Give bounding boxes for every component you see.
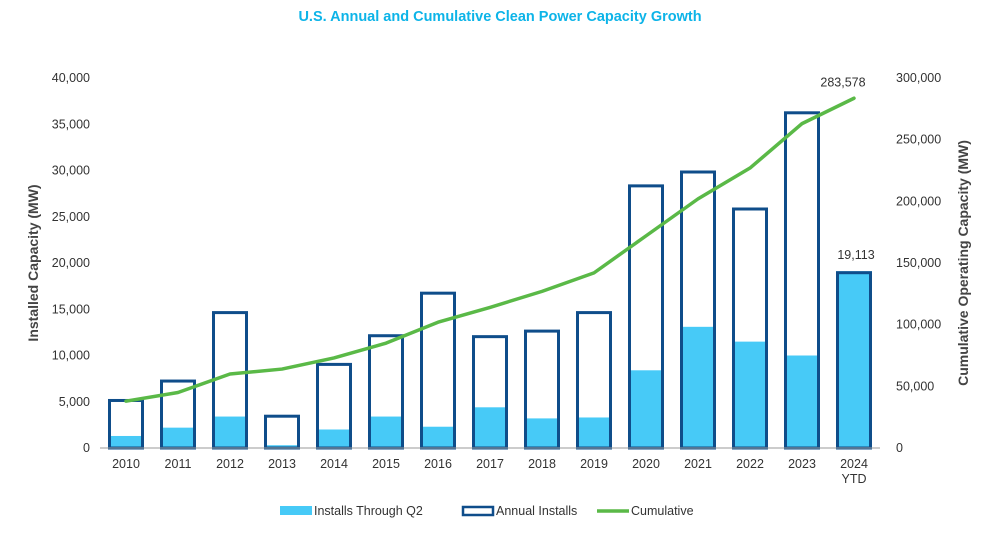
x-tick-label: 2017 [476, 457, 504, 471]
y-tick-label: 25,000 [52, 210, 90, 224]
cumulative-line-group [124, 96, 856, 403]
x-tick-label: 2013 [268, 457, 296, 471]
annual-installs-bar [420, 291, 456, 450]
installs-q2-bar [680, 326, 716, 448]
right-axis-ticks: 0 50,000 100,000 150,000 200,000 250,000 300,0… [896, 71, 941, 455]
legend-swatch-installs-q2 [280, 506, 312, 515]
annual-installs-bar [264, 414, 300, 450]
x-tick-label: 2014 [320, 457, 348, 471]
x-tick-label: 2021 [684, 457, 712, 471]
installs-q2-bar [784, 355, 820, 448]
installs-q2-bar [212, 416, 248, 448]
installs-q2-bar [160, 427, 196, 448]
installs-q2-bar [316, 429, 352, 448]
x-tick-label: 2010 [112, 457, 140, 471]
y2-tick-label: 300,000 [896, 71, 941, 85]
installs-q2-bar [472, 407, 508, 448]
y2-tick-label: 200,000 [896, 194, 941, 208]
installs-q2-bar [732, 341, 768, 448]
y2-tick-label: 0 [896, 441, 903, 455]
x-tick-label: 2015 [372, 457, 400, 471]
y-tick-label: 20,000 [52, 256, 90, 270]
y-tick-label: 10,000 [52, 349, 90, 363]
x-axis-ticks: 2010 2011 2012 2013 2014 2015 2016 2017 2018 2019… [112, 457, 868, 486]
legend-label: Annual Installs [496, 504, 577, 518]
installs-q2-bar [524, 418, 560, 448]
y2-tick-label: 50,000 [896, 379, 934, 393]
installs-q2-bar [628, 370, 664, 448]
x-tick-label: 2024 YTD [840, 457, 868, 486]
cumulative-line [124, 96, 856, 403]
y-tick-label: 0 [83, 441, 90, 455]
y2-tick-label: 250,000 [896, 133, 941, 147]
y-tick-label: 35,000 [52, 117, 90, 131]
legend-label: Installs Through Q2 [314, 504, 423, 518]
y-tick-label: 40,000 [52, 71, 90, 85]
x-tick-label: 2023 [788, 457, 816, 471]
installs-q2-bar [836, 271, 872, 448]
y-tick-label: 30,000 [52, 164, 90, 178]
y2-axis-title: Cumulative Operating Capacity (MW) [955, 140, 971, 386]
chart-title: U.S. Annual and Cumulative Clean Power C… [298, 9, 702, 25]
installs-q2-bar [576, 417, 612, 448]
left-axis-ticks: 0 5,000 10,000 15,000 20,000 25,000 30,000 35,0… [52, 71, 90, 455]
y2-tick-label: 100,000 [896, 318, 941, 332]
y2-tick-label: 150,000 [896, 256, 941, 270]
y-tick-label: 15,000 [52, 302, 90, 316]
x-tick-label: 2020 [632, 457, 660, 471]
installs-q2-bar [108, 435, 144, 448]
installs-q2-bar [368, 416, 404, 448]
data-label: 19,113 [837, 248, 874, 262]
installs-q2-bar [420, 426, 456, 448]
x-tick-label: 2018 [528, 457, 556, 471]
x-tick-label: 2022 [736, 457, 764, 471]
x-tick-label: 2019 [580, 457, 608, 471]
data-label: 283,578 [820, 75, 865, 89]
y-axis-title: Installed Capacity (MW) [25, 184, 41, 341]
legend: Installs Through Q2 Annual Installs Cumula… [280, 504, 694, 518]
x-tick-label: 2016 [424, 457, 452, 471]
data-labels: 283,578 19,113 [820, 75, 874, 262]
x-tick-label: 2012 [216, 457, 244, 471]
x-tick-label: 2011 [165, 457, 192, 471]
legend-label: Cumulative [631, 504, 694, 518]
legend-swatch-annual [461, 505, 495, 517]
bars-group [108, 111, 872, 450]
y-tick-label: 5,000 [59, 395, 90, 409]
